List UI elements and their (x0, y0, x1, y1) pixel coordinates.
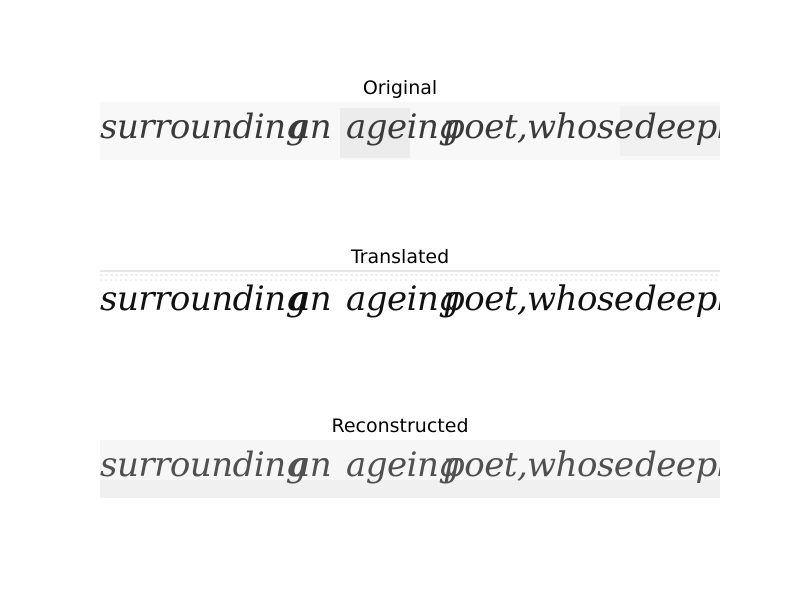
word: poet, (443, 445, 528, 485)
word: deeply (635, 279, 720, 319)
word: an (290, 107, 332, 147)
word: an (290, 279, 332, 319)
word: ageing (346, 279, 460, 319)
handwritten-line-original: surrounding an ageing poet, whose deeply (100, 102, 720, 160)
panel-title-original: Original (362, 77, 438, 99)
word: poet, (443, 107, 528, 147)
word: ageing (346, 445, 460, 485)
word: an (290, 445, 332, 485)
word: surrounding (100, 279, 307, 319)
word: surrounding (100, 445, 307, 485)
handwritten-line-reconstructed: surrounding an ageing poet, whose deeply (100, 440, 720, 498)
word: whose (527, 107, 634, 147)
handwriting-image-original: surrounding an ageing poet, whose deeply (100, 102, 720, 160)
scan-background-translated (100, 268, 720, 326)
word: poet, (443, 279, 528, 319)
word: deeply (635, 107, 720, 147)
handwritten-line-translated: surrounding an ageing poet, whose deeply (100, 268, 720, 326)
panel-title-translated: Translated (350, 246, 450, 268)
word: whose (527, 445, 634, 485)
scan-background-reconstructed (100, 440, 720, 498)
panel-title-reconstructed: Reconstructed (331, 415, 469, 437)
word: whose (527, 279, 634, 319)
scan-background-original (100, 102, 720, 160)
word: deeply (635, 445, 720, 485)
word: surrounding (100, 107, 307, 147)
handwriting-image-translated: surrounding an ageing poet, whose deeply (100, 268, 720, 326)
word: ageing (346, 107, 460, 147)
handwriting-image-reconstructed: surrounding an ageing poet, whose deeply (100, 440, 720, 498)
